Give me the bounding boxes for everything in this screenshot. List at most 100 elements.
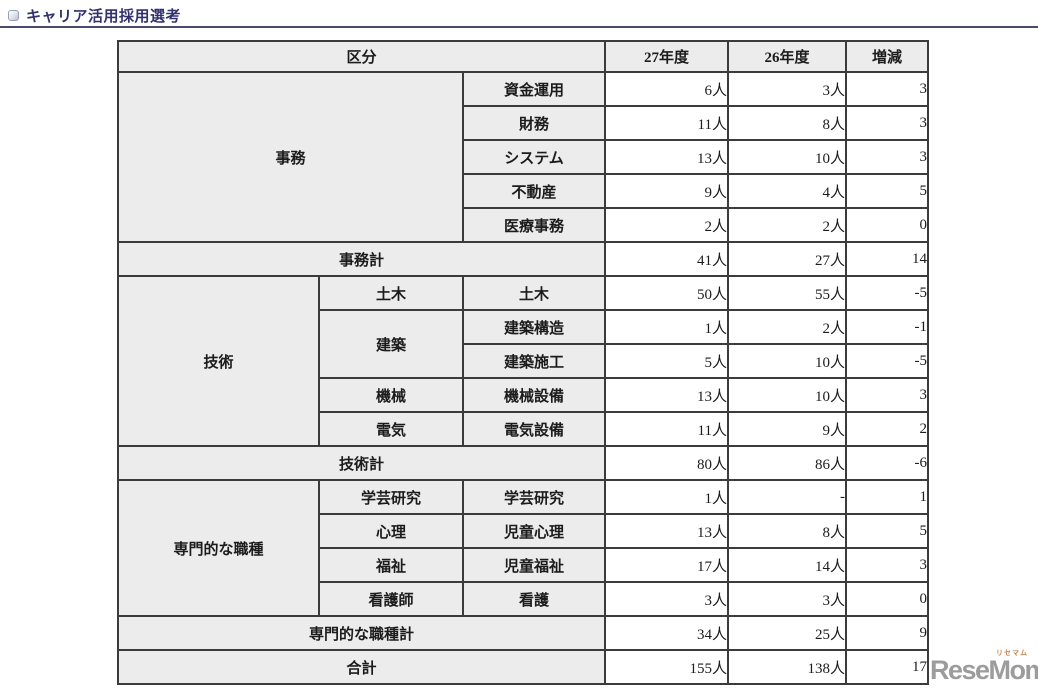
value-fy27: 9人 (604, 173, 729, 209)
subtotal-label-gijutsu: 技術計 (117, 445, 606, 481)
value-fy27: 13人 (604, 139, 729, 175)
table-row: 福祉 児童福祉 17人 14人 3 (118, 547, 929, 583)
page-title: キャリア活用採用選考 (26, 7, 182, 25)
item-cell: 医療事務 (462, 207, 606, 243)
value-change: -6 (845, 445, 929, 481)
value-fy26: - (727, 479, 847, 515)
group-cell-gijutsu: 技術 (117, 275, 320, 447)
value-fy27: 80人 (604, 445, 729, 481)
table-row: 建築 建築構造 1人 2人 -1 (118, 309, 929, 379)
resemom-logo-ruby: リセマム (996, 650, 1028, 657)
item-cell: 財務 (462, 105, 606, 141)
item-cell: 資金運用 (462, 71, 606, 107)
table-row-subtotal: 専門的な職種計 34人 25人 9 (117, 615, 929, 651)
table-row: 電気 電気設備 11人 9人 2 (118, 411, 929, 447)
header-cell-category: 区分 (117, 40, 606, 73)
value-fy27: 3人 (604, 581, 729, 617)
header-cell-fy26: 26年度 (727, 40, 847, 73)
value-fy26: 9人 (727, 411, 847, 447)
subgroup-cell: 心理 (318, 513, 464, 549)
value-fy27: 2人 (604, 207, 729, 243)
subgroup-cell: 土木 (318, 275, 464, 311)
item-cell: 電気設備 (462, 411, 606, 447)
value-fy27: 34人 (604, 615, 729, 651)
value-fy27: 11人 (604, 411, 729, 447)
item-cell: 土木 (462, 275, 606, 311)
value-fy27: 6人 (604, 71, 729, 107)
value-change: 2 (845, 411, 929, 447)
recruitment-table: 区分 27年度 26年度 増減 事務 資金運用 6人 3人 3 財務 11人 8… (117, 40, 929, 685)
value-fy27: 50人 (604, 275, 729, 311)
group-cell-senmon: 専門的な職種 (117, 479, 320, 617)
subgroup-cell: 福祉 (318, 547, 464, 583)
title-underline (0, 26, 1038, 28)
item-cell: 建築施工 (462, 343, 606, 379)
value-change: 3 (845, 105, 929, 141)
table-row: 事務 資金運用 6人 3人 3 (117, 71, 929, 243)
value-fy26: 25人 (727, 615, 847, 651)
subgroup-cell: 電気 (318, 411, 464, 447)
grand-total-label: 合計 (117, 649, 606, 685)
section-heading: キャリア活用採用選考 (8, 6, 182, 25)
value-fy26: 86人 (727, 445, 847, 481)
table-header-row: 区分 27年度 26年度 増減 (117, 40, 929, 73)
table-row: 建築施工 5人 10人 -5 (118, 343, 929, 379)
value-fy27: 13人 (604, 513, 729, 549)
table-row: 看護師 看護 3人 3人 0 (118, 581, 929, 617)
value-fy26: 10人 (727, 139, 847, 175)
value-change: 17 (845, 649, 929, 685)
item-cell: 機械設備 (462, 377, 606, 413)
item-cell: システム (462, 139, 606, 175)
table-row-subtotal: 技術計 80人 86人 -6 (117, 445, 929, 481)
header-cell-fy27: 27年度 (604, 40, 729, 73)
subtotal-label-senmon: 専門的な職種計 (117, 615, 606, 651)
value-fy27: 41人 (604, 241, 729, 277)
table-row: 心理 児童心理 13人 8人 5 (118, 513, 929, 549)
value-fy26: 4人 (727, 173, 847, 209)
value-fy26: 55人 (727, 275, 847, 311)
value-change: 3 (845, 71, 929, 107)
bullet-icon (8, 9, 19, 21)
value-fy26: 2人 (727, 207, 847, 243)
group-cell-jimu: 事務 (117, 71, 464, 243)
subgroup-cell: 看護師 (318, 581, 464, 617)
subtotal-label-jimu: 事務計 (117, 241, 606, 277)
subgroup-cell: 機械 (318, 377, 464, 413)
value-fy27: 13人 (604, 377, 729, 413)
header-cell-change: 増減 (845, 40, 929, 73)
item-cell: 建築構造 (462, 309, 606, 345)
value-change: 0 (845, 581, 929, 617)
value-change: -5 (845, 343, 929, 379)
value-fy27: 1人 (604, 309, 729, 345)
item-cell: 児童心理 (462, 513, 606, 549)
value-fy26: 10人 (727, 377, 847, 413)
item-cell: 学芸研究 (462, 479, 606, 515)
item-cell: 児童福祉 (462, 547, 606, 583)
value-fy27: 17人 (604, 547, 729, 583)
subgroup-cell: 学芸研究 (318, 479, 464, 515)
table-row: システム 13人 10人 3 (118, 139, 929, 175)
item-cell: 不動産 (462, 173, 606, 209)
item-cell: 看護 (462, 581, 606, 617)
value-change: 9 (845, 615, 929, 651)
value-fy26: 138人 (727, 649, 847, 685)
value-fy26: 2人 (727, 309, 847, 345)
table-row: 機械 機械設備 13人 10人 3 (118, 377, 929, 413)
value-change: 3 (845, 139, 929, 175)
table-row-subtotal: 事務計 41人 27人 14 (117, 241, 929, 277)
value-change: 5 (845, 513, 929, 549)
value-fy26: 27人 (727, 241, 847, 277)
value-fy26: 3人 (727, 71, 847, 107)
table-row: 専門的な職種 学芸研究 学芸研究 1人 - 1 (117, 479, 929, 617)
resemom-logo: リセマム ReseMom. (930, 646, 1038, 694)
value-fy27: 1人 (604, 479, 729, 515)
value-change: 14 (845, 241, 929, 277)
value-change: 5 (845, 173, 929, 209)
table-row: 不動産 9人 4人 5 (118, 173, 929, 209)
table-row: 技術 土木 土木 50人 55人 -5 (117, 275, 929, 447)
value-change: 0 (845, 207, 929, 243)
subgroup-cell: 建築 (318, 309, 464, 379)
value-fy27: 5人 (604, 343, 729, 379)
value-change: -5 (845, 275, 929, 311)
value-fy27: 11人 (604, 105, 729, 141)
